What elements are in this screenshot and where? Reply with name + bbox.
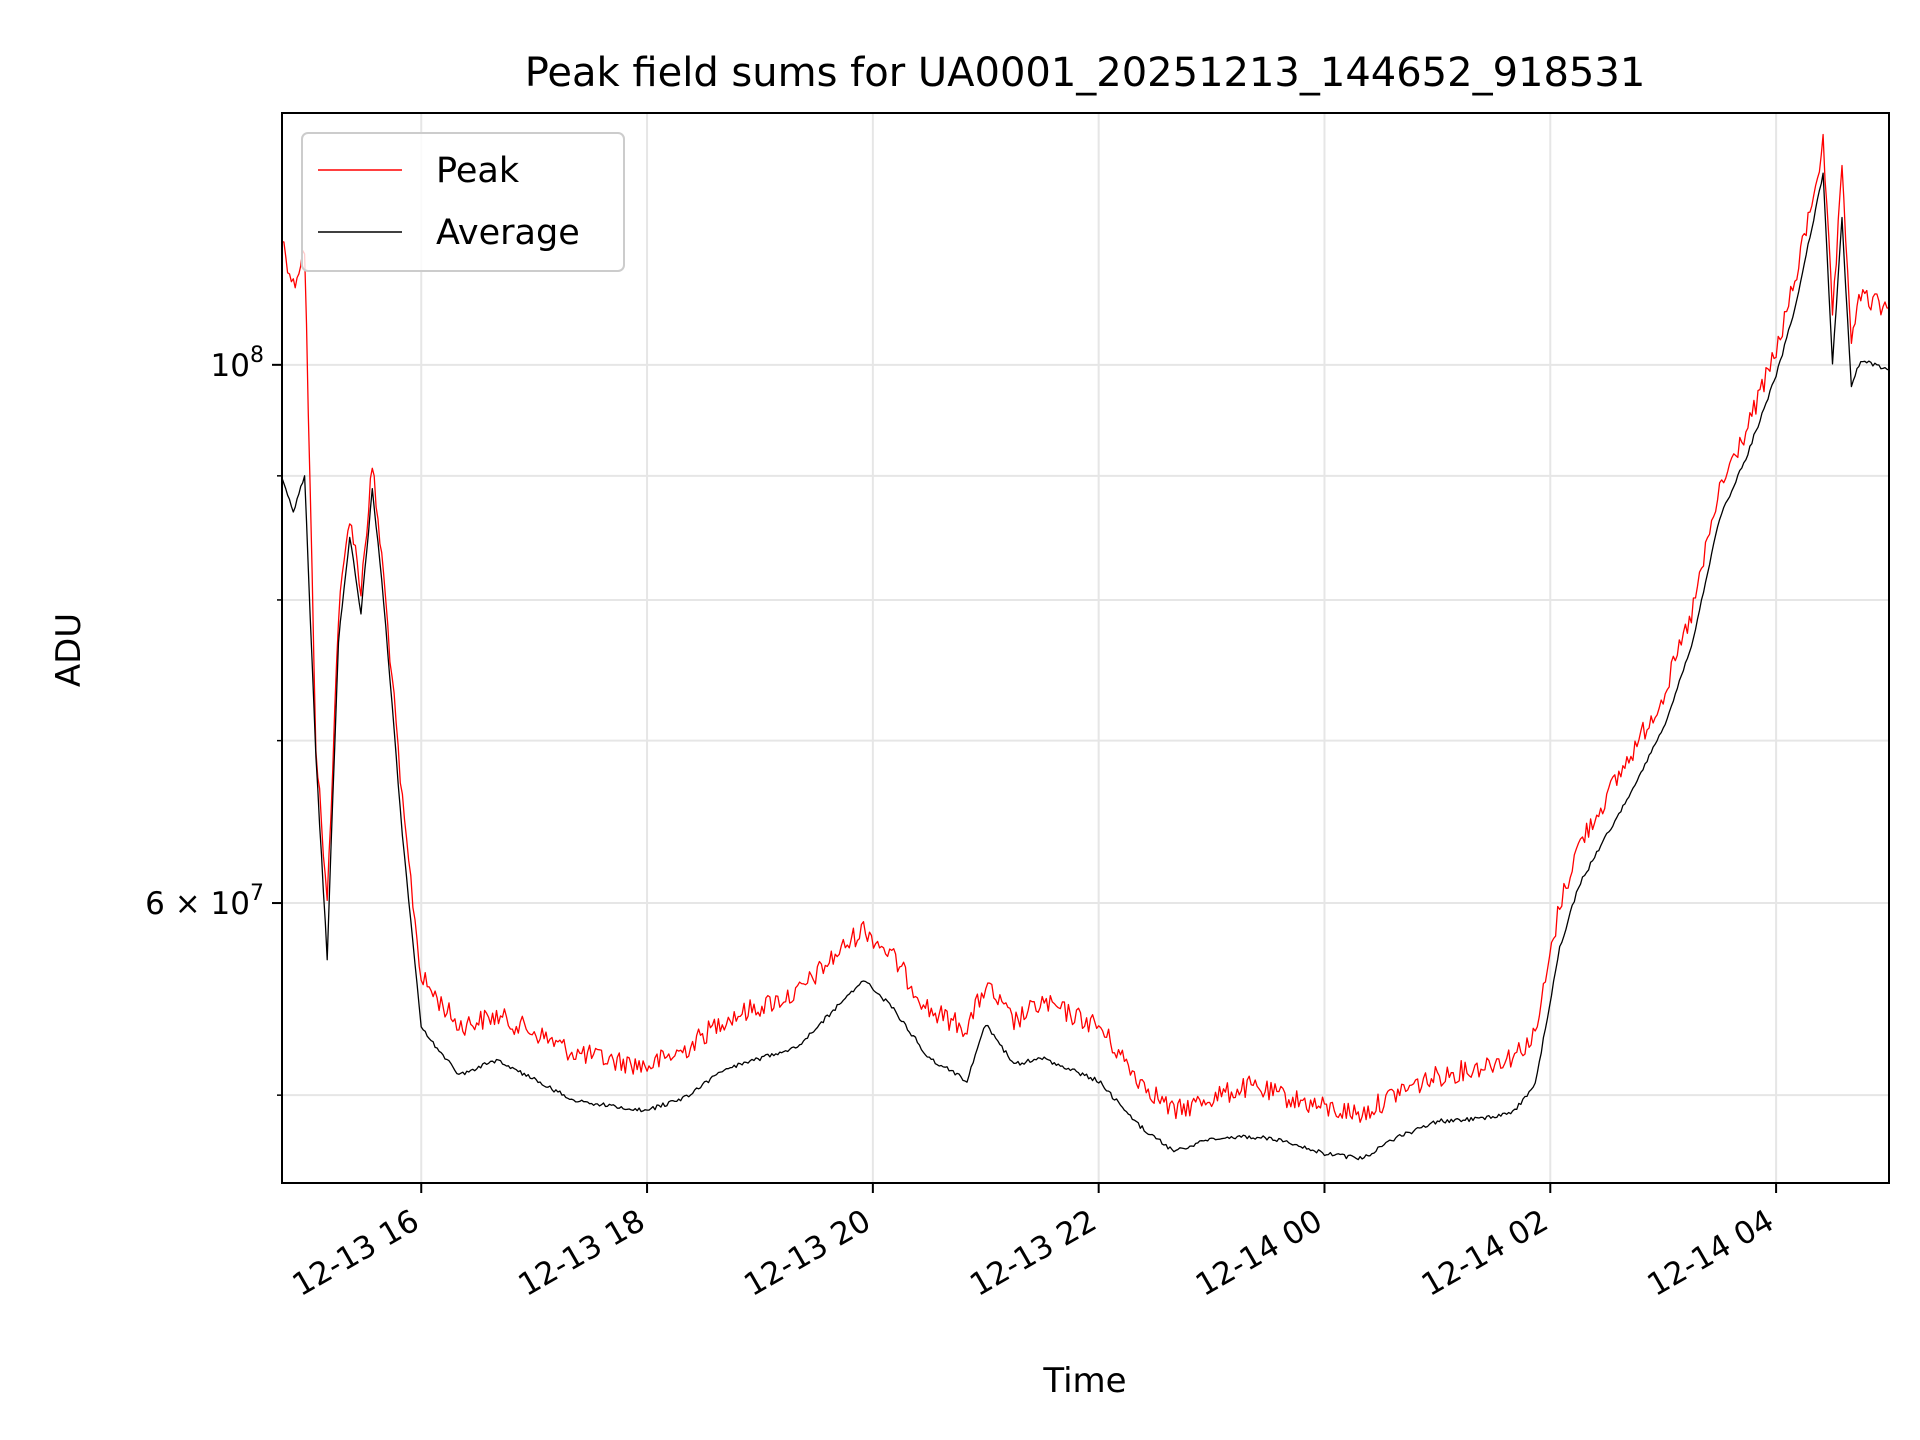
y-tick-label-exponent: 8 [250, 343, 264, 368]
y-tick-label-base: 6 × 10 [145, 886, 250, 922]
y-tick-label-exponent: 7 [250, 881, 264, 906]
legend-label-peak: Peak [436, 151, 520, 191]
y-axis: 108 6 × 107 [145, 343, 282, 1096]
y-tick-label: 6 × 107 [145, 881, 264, 922]
x-axis-label: Time [1042, 1361, 1126, 1401]
y-tick-label-base: 10 [211, 348, 250, 384]
chart-title: Peak field sums for UA0001_20251213_1446… [525, 50, 1646, 96]
plot-frame [281, 112, 1890, 1184]
legend-box [301, 132, 625, 272]
legend: Peak Average [301, 132, 625, 272]
series-layer [282, 133, 1889, 1161]
legend-label-average: Average [436, 213, 580, 253]
y-tick-label: 108 [211, 343, 264, 384]
grid [282, 113, 1889, 1183]
series-line-average [282, 172, 1889, 1161]
series-line-peak [282, 133, 1889, 1123]
y-axis-label: ADU [49, 613, 89, 687]
